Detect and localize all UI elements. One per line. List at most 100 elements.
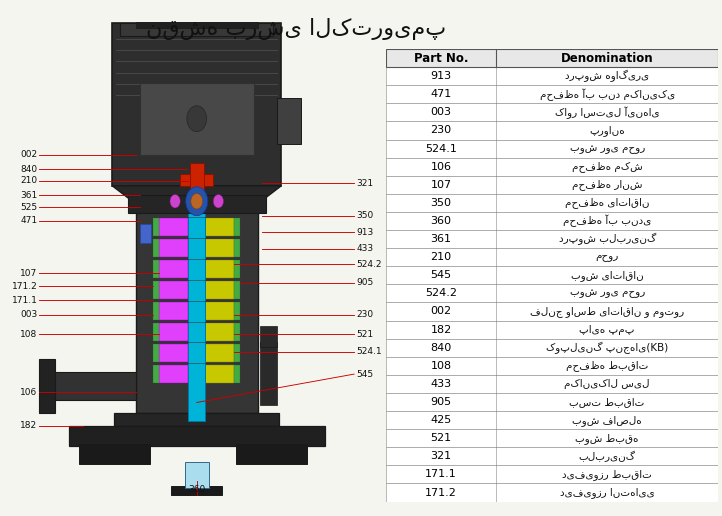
Text: 433: 433 <box>356 244 373 253</box>
Bar <box>154 323 160 341</box>
Text: بوش روی محور: بوش روی محور <box>570 288 645 298</box>
Bar <box>234 323 240 341</box>
Text: 525: 525 <box>20 203 38 212</box>
Text: 521: 521 <box>430 433 452 443</box>
Bar <box>69 426 325 446</box>
Text: 521: 521 <box>356 330 373 339</box>
Bar <box>139 224 152 243</box>
Text: بست طبقات: بست طبقات <box>570 397 645 407</box>
Text: Part No.: Part No. <box>414 52 469 64</box>
Bar <box>79 444 149 464</box>
Bar <box>120 23 274 36</box>
Bar <box>180 174 214 186</box>
Bar <box>234 218 240 236</box>
Bar <box>154 218 160 236</box>
Text: محفظه یاتاقان: محفظه یاتاقان <box>565 198 649 208</box>
Bar <box>160 218 188 236</box>
Bar <box>386 121 718 139</box>
Circle shape <box>187 106 206 132</box>
Bar <box>205 239 234 257</box>
Text: 171.2: 171.2 <box>425 488 457 497</box>
Text: پایه پمپ: پایه پمپ <box>579 325 635 334</box>
Text: 905: 905 <box>430 397 452 407</box>
Circle shape <box>191 194 203 209</box>
Text: 361: 361 <box>20 190 38 200</box>
Bar <box>205 218 234 236</box>
Text: 524.1: 524.1 <box>356 347 382 357</box>
Bar <box>386 176 718 194</box>
Text: درپوش بلبرینگ: درپوش بلبرینگ <box>559 233 656 245</box>
Bar <box>386 67 718 85</box>
Bar <box>386 157 718 176</box>
Text: 321: 321 <box>356 179 373 188</box>
Bar <box>112 23 282 186</box>
Text: 182: 182 <box>20 421 38 430</box>
Bar <box>234 344 240 362</box>
Text: 107: 107 <box>20 269 38 278</box>
Bar <box>40 359 55 413</box>
Bar <box>386 230 718 248</box>
Text: 840: 840 <box>20 165 38 174</box>
Text: 913: 913 <box>356 228 373 237</box>
Circle shape <box>186 187 208 216</box>
Text: 171.1: 171.1 <box>12 296 38 305</box>
Bar <box>160 281 188 299</box>
Text: دیفیوزر طبقات: دیفیوزر طبقات <box>562 469 652 480</box>
Bar <box>160 344 188 362</box>
Bar <box>154 239 160 257</box>
Text: پروانه: پروانه <box>589 125 625 136</box>
Bar <box>205 365 234 383</box>
Text: Denomination: Denomination <box>561 52 653 64</box>
Text: فلنج واسط یاتاقان و موتور: فلنج واسط یاتاقان و موتور <box>530 306 684 317</box>
Bar <box>386 248 718 266</box>
Text: 840: 840 <box>430 343 452 353</box>
Text: 545: 545 <box>356 369 373 379</box>
Bar <box>190 163 204 196</box>
Text: 350: 350 <box>430 198 451 208</box>
Text: محور: محور <box>596 252 619 262</box>
Text: مکانیکال سیل: مکانیکال سیل <box>565 379 650 389</box>
Bar <box>154 260 160 278</box>
Bar <box>128 195 266 213</box>
Bar <box>234 281 240 299</box>
Bar <box>277 98 301 144</box>
Text: 171.2: 171.2 <box>12 282 38 291</box>
Text: بوش یاتاقان: بوش یاتاقان <box>571 270 643 281</box>
Bar <box>139 83 254 155</box>
Bar <box>386 375 718 393</box>
Bar <box>160 302 188 320</box>
Text: 210: 210 <box>430 252 452 262</box>
Text: بوش فاصله: بوش فاصله <box>573 415 642 426</box>
Text: کوپلینگ پنجهای(KB): کوپلینگ پنجهای(KB) <box>546 342 669 354</box>
Circle shape <box>213 195 224 208</box>
Bar <box>234 260 240 278</box>
Bar <box>386 465 718 483</box>
Text: 002: 002 <box>20 150 38 159</box>
Bar <box>188 196 205 421</box>
Bar <box>386 429 718 447</box>
Text: محفظه مکش: محفظه مکش <box>572 161 643 172</box>
Text: 002: 002 <box>430 307 452 316</box>
Bar <box>154 281 160 299</box>
Text: 350: 350 <box>356 211 373 220</box>
Bar <box>386 393 718 411</box>
Bar <box>205 260 234 278</box>
Bar <box>136 204 258 413</box>
Bar <box>185 462 209 488</box>
Text: محفظه آب بندی: محفظه آب بندی <box>563 215 651 227</box>
Text: 230: 230 <box>356 310 373 319</box>
Circle shape <box>170 195 180 208</box>
Bar <box>386 266 718 284</box>
Text: 003: 003 <box>430 107 451 117</box>
Bar <box>386 483 718 502</box>
Bar <box>386 103 718 121</box>
Text: 545: 545 <box>430 270 452 280</box>
Text: 913: 913 <box>430 71 452 81</box>
Bar <box>154 344 160 362</box>
Polygon shape <box>112 186 282 204</box>
Bar <box>205 302 234 320</box>
Text: 171.1: 171.1 <box>425 470 457 479</box>
Bar <box>234 365 240 383</box>
Bar <box>386 320 718 338</box>
Bar <box>205 281 234 299</box>
